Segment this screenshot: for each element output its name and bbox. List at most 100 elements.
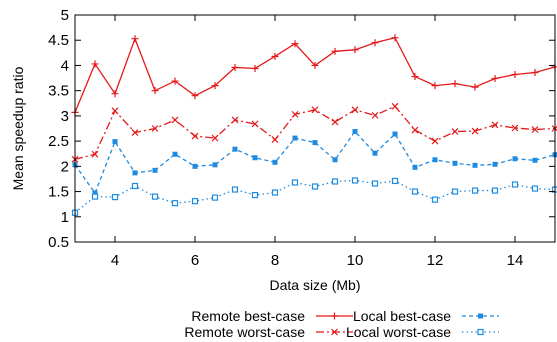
series-remote-best-case bbox=[71, 34, 557, 116]
data-point bbox=[511, 181, 519, 188]
data-point bbox=[211, 82, 219, 90]
data-point bbox=[511, 124, 519, 132]
y-tick-label: 1 bbox=[61, 209, 69, 226]
data-point bbox=[112, 139, 118, 145]
data-point bbox=[291, 110, 299, 118]
data-point bbox=[471, 127, 479, 135]
data-point bbox=[491, 121, 499, 129]
data-point bbox=[371, 111, 379, 119]
data-point bbox=[471, 187, 479, 194]
legend-marker-sample bbox=[331, 328, 338, 336]
data-point bbox=[471, 83, 479, 91]
y-tick-label: 1.5 bbox=[48, 184, 69, 201]
data-point bbox=[411, 126, 419, 134]
data-point bbox=[531, 126, 539, 133]
series-line-remote-best-case bbox=[74, 36, 556, 113]
series-line-remote-worst-case bbox=[74, 105, 556, 160]
data-point bbox=[131, 35, 139, 43]
data-point bbox=[131, 129, 139, 136]
data-point bbox=[512, 156, 518, 162]
legend-marker-sample bbox=[478, 313, 483, 319]
data-point bbox=[211, 134, 219, 142]
data-point bbox=[351, 177, 359, 184]
data-point bbox=[351, 46, 359, 54]
y-tick-label: 2 bbox=[61, 158, 69, 175]
data-point bbox=[432, 157, 438, 163]
legend-label: Local worst-case bbox=[346, 324, 451, 340]
data-point bbox=[311, 106, 319, 114]
data-point bbox=[371, 180, 379, 187]
x-tick-label: 12 bbox=[427, 252, 444, 269]
data-point bbox=[191, 132, 199, 140]
data-point bbox=[292, 135, 298, 141]
legend-item: Local best-case bbox=[353, 308, 499, 324]
data-point bbox=[192, 163, 198, 169]
data-point bbox=[371, 39, 379, 47]
data-point bbox=[351, 106, 359, 114]
chart-marks bbox=[71, 34, 557, 216]
y-tick-label: 3.5 bbox=[48, 83, 69, 100]
data-point bbox=[151, 125, 159, 132]
plot-frame bbox=[74, 14, 556, 243]
data-point bbox=[91, 193, 99, 200]
data-point bbox=[431, 82, 439, 90]
data-point bbox=[251, 191, 259, 199]
axes: 4 6 8 10 12 14 0.5 1 1.5 2 2.5 3 3.5 4 4.5 5 bbox=[48, 7, 555, 269]
data-point bbox=[531, 69, 539, 77]
data-point bbox=[172, 151, 178, 157]
data-point bbox=[232, 146, 238, 152]
legend-item: Local worst-case bbox=[346, 324, 499, 340]
data-point bbox=[271, 189, 279, 196]
x-tick-label: 6 bbox=[191, 252, 199, 269]
data-point bbox=[171, 200, 179, 207]
x-tick-label: 8 bbox=[271, 252, 279, 269]
data-point bbox=[491, 75, 499, 83]
data-point bbox=[272, 159, 278, 165]
data-point bbox=[451, 188, 459, 195]
data-point bbox=[171, 116, 179, 124]
data-point bbox=[331, 47, 339, 55]
data-point bbox=[391, 102, 399, 110]
legend-label: Local best-case bbox=[353, 308, 451, 324]
x-tick-label: 14 bbox=[507, 252, 524, 269]
data-point bbox=[191, 92, 199, 100]
data-point bbox=[151, 193, 159, 200]
data-point bbox=[311, 61, 319, 69]
data-point bbox=[231, 63, 239, 71]
data-point bbox=[291, 40, 299, 48]
y-tick-label: 4.5 bbox=[48, 32, 69, 49]
data-point bbox=[352, 129, 358, 135]
data-point bbox=[531, 185, 539, 192]
data-point bbox=[391, 177, 399, 185]
y-tick-label: 5 bbox=[61, 7, 69, 24]
data-point bbox=[92, 190, 98, 196]
data-point bbox=[511, 71, 519, 79]
data-point bbox=[152, 167, 158, 173]
legend-label: Remote worst-case bbox=[184, 324, 305, 340]
data-point bbox=[151, 87, 159, 95]
data-point bbox=[491, 187, 499, 194]
legend-item: Remote best-case bbox=[191, 308, 353, 324]
data-point bbox=[312, 140, 318, 146]
data-point bbox=[331, 178, 339, 185]
data-point bbox=[372, 150, 378, 156]
data-point bbox=[252, 155, 258, 161]
data-point bbox=[212, 162, 218, 168]
data-point bbox=[492, 161, 498, 167]
data-point bbox=[451, 128, 459, 135]
y-tick-label: 3 bbox=[61, 108, 69, 125]
data-point bbox=[91, 150, 99, 158]
data-point bbox=[331, 118, 339, 126]
data-point bbox=[111, 107, 119, 115]
data-point bbox=[271, 136, 279, 144]
data-point bbox=[131, 182, 139, 190]
data-point bbox=[251, 64, 259, 72]
y-tick-label: 2.5 bbox=[48, 133, 69, 150]
data-point bbox=[231, 116, 239, 124]
data-point bbox=[251, 120, 259, 128]
y-tick-label: 4 bbox=[61, 57, 69, 74]
data-point bbox=[311, 183, 319, 190]
x-tick-label: 4 bbox=[111, 252, 119, 269]
data-point bbox=[111, 194, 119, 201]
